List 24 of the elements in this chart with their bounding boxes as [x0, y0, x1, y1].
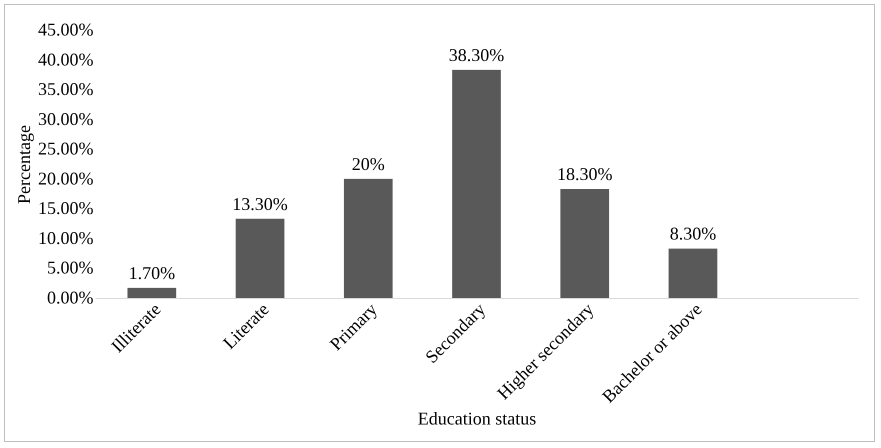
- y-tick-label: 5.00%: [47, 258, 94, 278]
- y-tick-label: 40.00%: [38, 49, 94, 70]
- y-axis-title: Percentage: [14, 125, 34, 204]
- bar: [668, 248, 718, 298]
- y-tick-label: 0.00%: [47, 288, 94, 308]
- y-tick-label: 25.00%: [38, 138, 94, 159]
- bar: [452, 70, 501, 298]
- y-tick-label: 20.00%: [38, 168, 94, 188]
- bar: [127, 288, 176, 298]
- bar: [344, 178, 393, 298]
- y-tick-label: 45.00%: [38, 20, 94, 40]
- data-label: 18.30%: [556, 164, 612, 184]
- data-label: 1.70%: [128, 262, 176, 283]
- data-label: 38.30%: [448, 44, 504, 65]
- data-label: 13.30%: [232, 194, 288, 214]
- y-tick-label: 15.00%: [38, 198, 94, 218]
- data-label: 20%: [352, 154, 385, 174]
- x-axis-title: Education status: [418, 408, 536, 429]
- y-tick-label: 30.00%: [38, 108, 94, 129]
- bar: [560, 189, 610, 298]
- data-label: 8.30%: [670, 224, 716, 244]
- y-tick-label: 35.00%: [38, 79, 94, 100]
- bar: [236, 218, 284, 298]
- y-tick-label: 10.00%: [38, 228, 94, 248]
